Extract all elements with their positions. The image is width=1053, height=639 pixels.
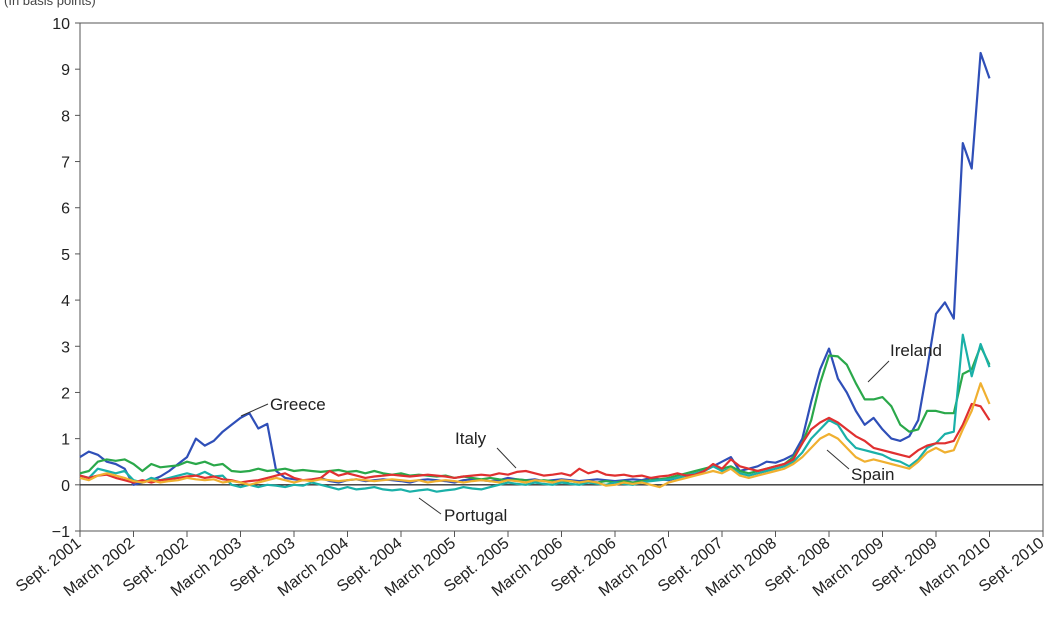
y-tick-label: 3: [61, 339, 70, 356]
y-tick-label: 8: [61, 108, 70, 125]
y-tick-label: 5: [61, 247, 70, 264]
y-tick-label: 0: [61, 478, 70, 495]
y-tick-label: 2: [61, 385, 70, 402]
series-line-portugal: [79, 333, 991, 493]
series-line-spain: [79, 382, 991, 489]
annotation-leader-portugal: [418, 497, 442, 515]
y-tick-label: 10: [52, 16, 70, 33]
annotation-leader-spain: [826, 449, 850, 470]
annotation-greece: Greece: [270, 395, 326, 414]
units-caption: (In basis points): [4, 0, 96, 8]
annotation-leader-greece: [240, 403, 269, 417]
annotation-leader-italy: [496, 447, 517, 469]
y-tick-label: 9: [61, 62, 70, 79]
series-line-ireland: [79, 345, 991, 484]
y-tick-label: −1: [52, 524, 70, 541]
annotation-portugal: Portugal: [444, 506, 507, 525]
y-tick-label: 7: [61, 155, 70, 172]
y-tick-label: 1: [61, 432, 70, 449]
series-layer: [79, 51, 991, 493]
y-tick-label: 4: [61, 293, 70, 310]
annotation-italy: Italy: [455, 429, 487, 448]
annotation-spain: Spain: [851, 465, 894, 484]
series-line-greece: [79, 51, 991, 486]
annotation-layer: Greece Italy Portugal Ireland Spain: [240, 341, 942, 525]
annotation-leader-ireland: [867, 360, 890, 383]
annotation-ireland: Ireland: [890, 341, 942, 360]
y-tick-label: 6: [61, 201, 70, 218]
